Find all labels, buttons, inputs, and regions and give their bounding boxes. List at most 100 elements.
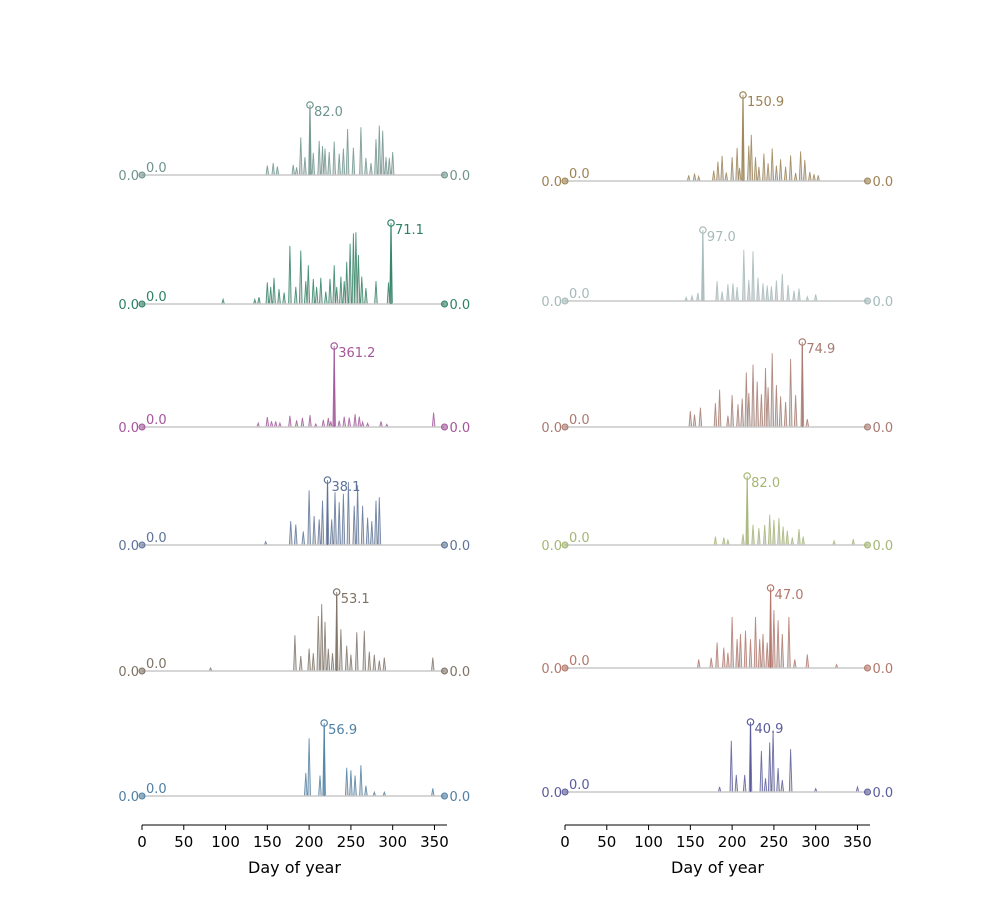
max-label: 56.9 — [328, 723, 357, 738]
x-tick-label: 150 — [676, 833, 705, 851]
panel-8: 53.1 0.0 0.0 0.0 — [118, 588, 470, 680]
min-label: 0.0 — [146, 161, 167, 176]
min-label: 0.0 — [146, 413, 167, 428]
x-tick-label: 200 — [718, 833, 747, 851]
end-point — [440, 171, 448, 179]
end-label: 0.0 — [872, 539, 893, 554]
x-tick-label: 0 — [137, 833, 147, 851]
start-point — [138, 792, 146, 800]
max-label: 47.0 — [775, 588, 804, 603]
max-point — [332, 588, 341, 596]
panel-2: 71.1 0.0 0.0 0.0 — [118, 219, 470, 313]
max-label: 71.1 — [395, 223, 424, 238]
max-point — [766, 584, 775, 592]
max-point — [323, 476, 332, 484]
start-label: 0.0 — [118, 665, 139, 680]
max-label: 40.9 — [755, 722, 784, 737]
panel-4: 361.2 0.0 0.0 0.0 — [118, 342, 470, 436]
max-label: 82.0 — [751, 476, 780, 491]
max-label: 38.1 — [332, 480, 361, 495]
x-axis-label: Day of year — [671, 858, 764, 877]
start-label: 0.0 — [541, 421, 562, 436]
end-label: 0.0 — [872, 786, 893, 801]
x-tick-label: 350 — [843, 833, 872, 851]
min-label: 0.0 — [569, 287, 590, 302]
panel-9: 47.0 0.0 0.0 0.0 — [541, 584, 893, 677]
panel-1: 150.9 0.0 0.0 0.0 — [541, 91, 893, 190]
end-label: 0.0 — [872, 662, 893, 677]
max-point — [699, 226, 707, 234]
start-point — [561, 177, 569, 185]
max-point — [798, 338, 807, 346]
start-point — [138, 667, 146, 675]
panel-3: 97.0 0.0 0.0 0.0 — [541, 226, 893, 310]
end-point — [863, 664, 871, 672]
x-tick-label: 200 — [295, 833, 324, 851]
x-tick-label: 300 — [801, 833, 830, 851]
x-tick-label: 350 — [420, 833, 449, 851]
series-line — [565, 721, 868, 793]
series-area — [142, 105, 445, 175]
start-label: 0.0 — [541, 786, 562, 801]
series-line — [142, 104, 445, 176]
end-label: 0.0 — [449, 539, 470, 554]
min-label: 0.0 — [146, 531, 167, 546]
start-point — [138, 423, 146, 431]
panel-10: 56.9 0.0 0.0 0.0 — [118, 719, 470, 805]
end-label: 0.0 — [449, 790, 470, 805]
min-label: 0.0 — [569, 413, 590, 428]
end-point — [440, 300, 448, 308]
panel-0: 82.0 0.0 0.0 0.0 — [118, 101, 470, 184]
end-label: 0.0 — [872, 175, 893, 190]
end-label: 0.0 — [449, 665, 470, 680]
end-point — [863, 423, 871, 431]
end-label: 0.0 — [872, 421, 893, 436]
series-area — [142, 592, 445, 671]
series-area — [142, 346, 445, 427]
max-point — [330, 342, 338, 350]
panel-5: 74.9 0.0 0.0 0.0 — [541, 338, 893, 436]
max-label: 150.9 — [747, 95, 784, 110]
max-label: 361.2 — [338, 346, 375, 361]
x-axis-0: 0 50 100 150 200 250 300 350 Day of year — [137, 824, 449, 877]
start-point — [561, 664, 569, 672]
start-label: 0.0 — [118, 421, 139, 436]
x-axis-label: Day of year — [248, 858, 341, 877]
max-point — [320, 719, 328, 727]
start-label: 0.0 — [118, 539, 139, 554]
series-line — [565, 475, 868, 546]
start-point — [138, 171, 146, 179]
x-tick-label: 250 — [337, 833, 366, 851]
start-label: 0.0 — [541, 295, 562, 310]
max-point — [387, 219, 395, 227]
x-tick-label: 100 — [634, 833, 663, 851]
x-tick-label: 50 — [597, 833, 616, 851]
end-point — [863, 541, 871, 549]
start-point — [561, 788, 569, 796]
series-line — [565, 229, 868, 302]
x-axis-1: 0 50 100 150 200 250 300 350 Day of year — [560, 824, 872, 877]
max-label: 74.9 — [806, 342, 835, 357]
end-point — [440, 541, 448, 549]
series-line — [142, 722, 445, 797]
max-point — [306, 101, 314, 109]
start-point — [561, 541, 569, 549]
end-label: 0.0 — [449, 298, 470, 313]
max-point — [739, 91, 747, 99]
series-area — [565, 722, 868, 792]
x-tick-label: 0 — [560, 833, 570, 851]
series-area — [565, 476, 868, 545]
min-label: 0.0 — [146, 782, 167, 797]
end-point — [440, 667, 448, 675]
start-point — [561, 423, 569, 431]
series-line — [142, 479, 445, 546]
series-line — [565, 94, 868, 182]
x-tick-label: 150 — [253, 833, 282, 851]
end-point — [440, 792, 448, 800]
start-point — [561, 297, 569, 305]
start-label: 0.0 — [541, 539, 562, 554]
end-point — [863, 788, 871, 796]
start-label: 0.0 — [541, 175, 562, 190]
min-label: 0.0 — [146, 657, 167, 672]
